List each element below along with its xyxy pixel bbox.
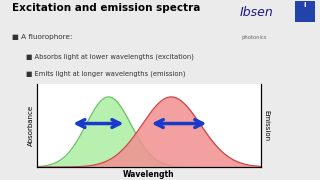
Text: ■ Absorbs light at lower wavelengths (excitation): ■ Absorbs light at lower wavelengths (ex… [26,53,194,60]
Text: ■ Emits light at longer wavelengths (emission): ■ Emits light at longer wavelengths (emi… [26,70,186,77]
Y-axis label: Emission: Emission [264,110,269,141]
Y-axis label: Absorbance: Absorbance [28,105,34,146]
Text: Excitation and emission spectra: Excitation and emission spectra [12,3,200,13]
Bar [295,1,315,22]
Text: photonics: photonics [241,35,267,40]
X-axis label: Wavelength: Wavelength [123,170,175,179]
Text: ■ A fluorophore:: ■ A fluorophore: [12,34,72,40]
Text: i: i [303,2,306,8]
Text: Ibsen: Ibsen [239,6,273,19]
